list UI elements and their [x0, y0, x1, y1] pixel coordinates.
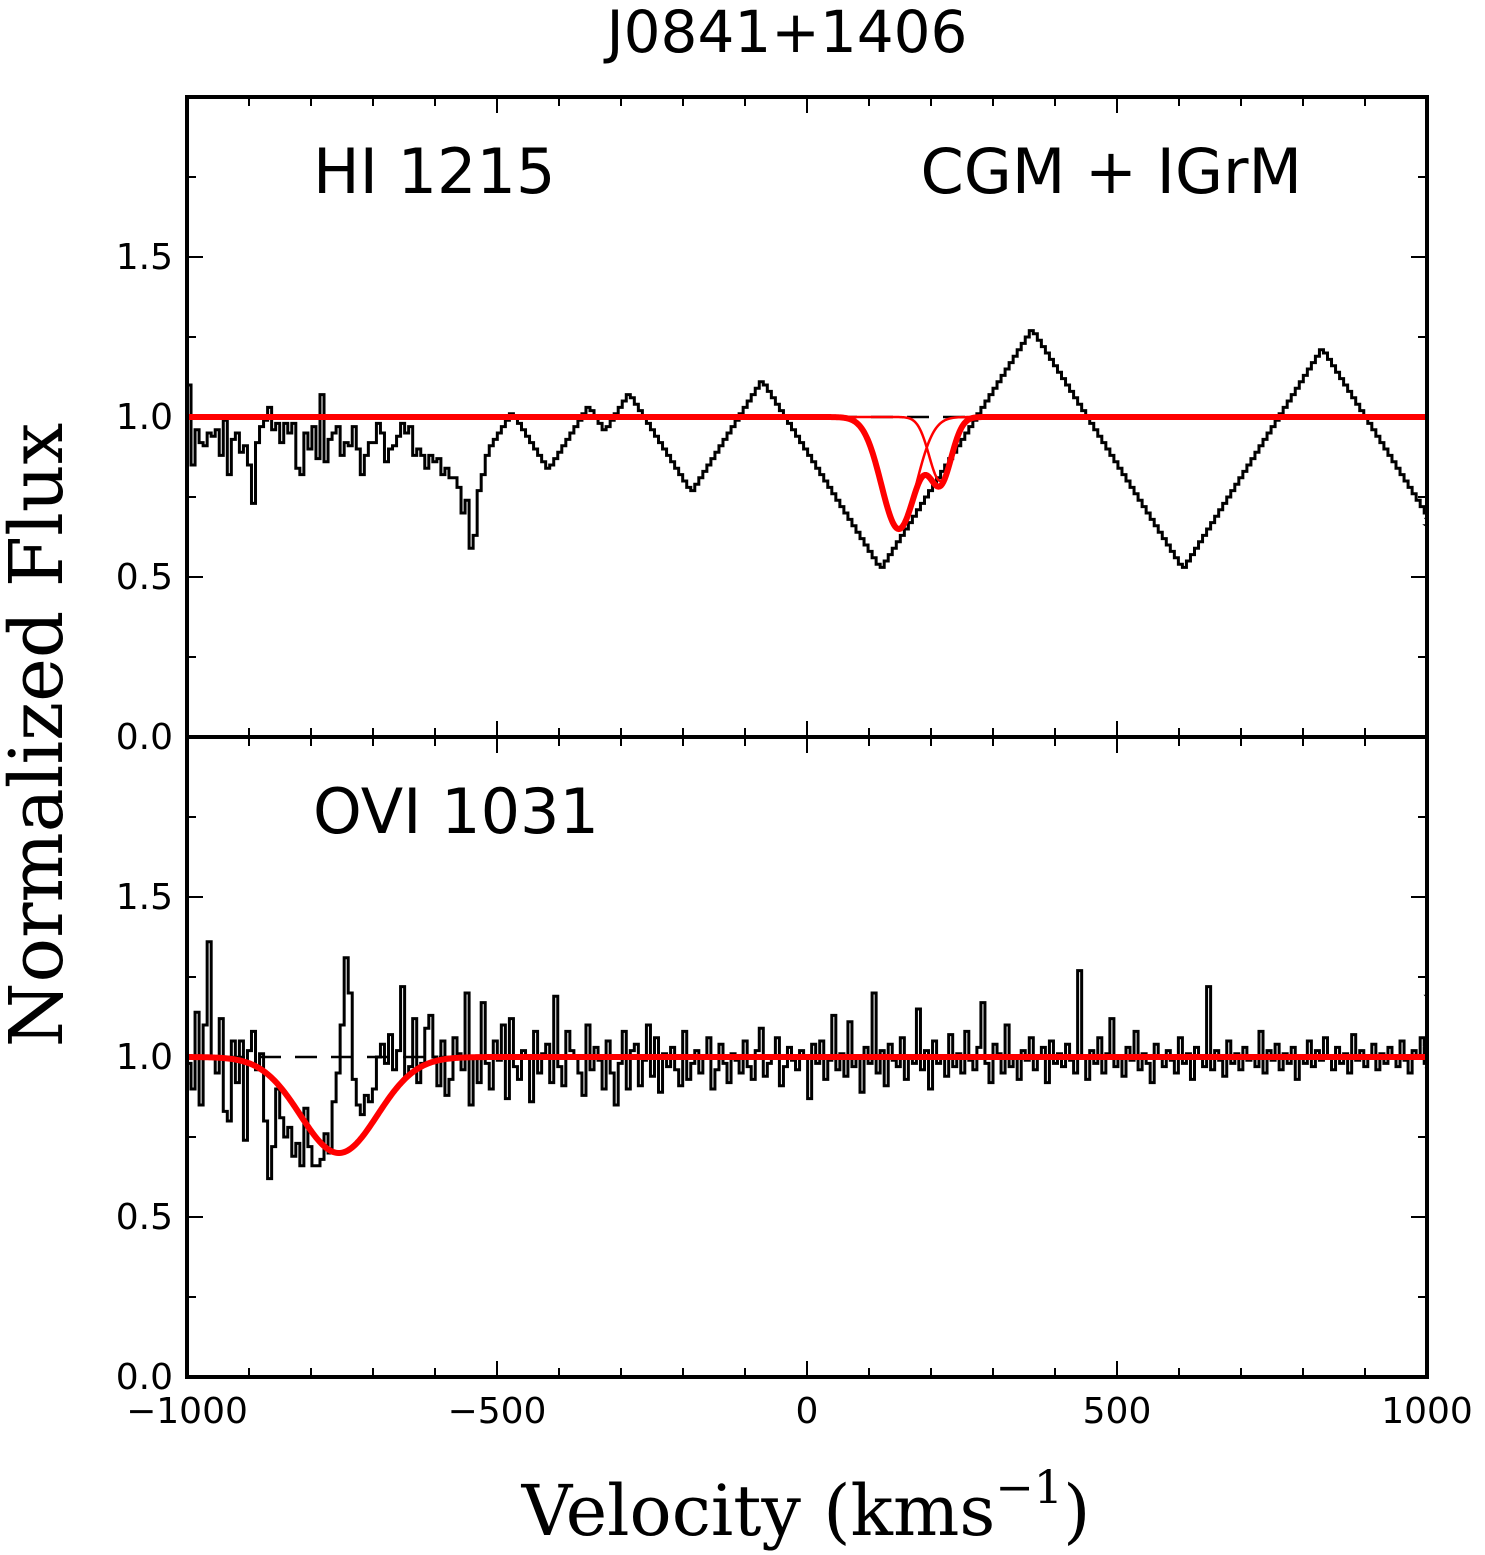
x-tick-label: 500 [1083, 1391, 1152, 1432]
x-tick-label: −500 [448, 1391, 547, 1432]
y-tick-label: 0.0 [116, 1357, 173, 1398]
flux-step-line [187, 940, 1427, 1181]
flux-step-line [187, 329, 1427, 694]
x-tick-label: 1000 [1381, 1391, 1473, 1432]
y-tick-label: 0.5 [116, 1197, 173, 1238]
voigt-fit-component [187, 415, 1427, 531]
voigt-fit-total [187, 1054, 1427, 1156]
panel-line-label: OVI 1031 [313, 775, 599, 848]
x-axis-label-exponent: −1 [995, 1460, 1063, 1514]
y-axis-label: Normalized Flux [0, 423, 80, 1047]
figure-title: J0841+1406 [604, 0, 968, 66]
panel-annotation: CGM + IGrM [920, 135, 1302, 208]
y-tick-label: 1.0 [116, 397, 173, 438]
panel-ovi-1031: 0.0 0.5 1.0 1.5 −1000 −500 0 500 1000 OVI 1031 [116, 735, 1473, 1432]
y-tick-label: 1.0 [116, 1037, 173, 1078]
y-tick-label: 0.0 [116, 717, 173, 758]
y-tick-label: 0.5 [116, 557, 173, 598]
x-tick-label: 0 [796, 1391, 819, 1432]
x-axis-label-main: Velocity (kms [521, 1470, 996, 1552]
panel-hi-1215: 0.0 0.5 1.0 1.5 HI 1215 CGM + IGrM [116, 95, 1429, 758]
voigt-fit-total [187, 414, 1427, 533]
y-tick-label: 1.5 [116, 877, 173, 918]
panel-line-label: HI 1215 [313, 135, 555, 208]
y-tick-label: 1.5 [116, 237, 173, 278]
x-axis-label-close: ) [1063, 1470, 1090, 1552]
x-axis-label: Velocity (kms−1) [521, 1460, 1091, 1552]
panel-frame [185, 735, 1429, 1379]
x-tick-label: −1000 [126, 1391, 248, 1432]
